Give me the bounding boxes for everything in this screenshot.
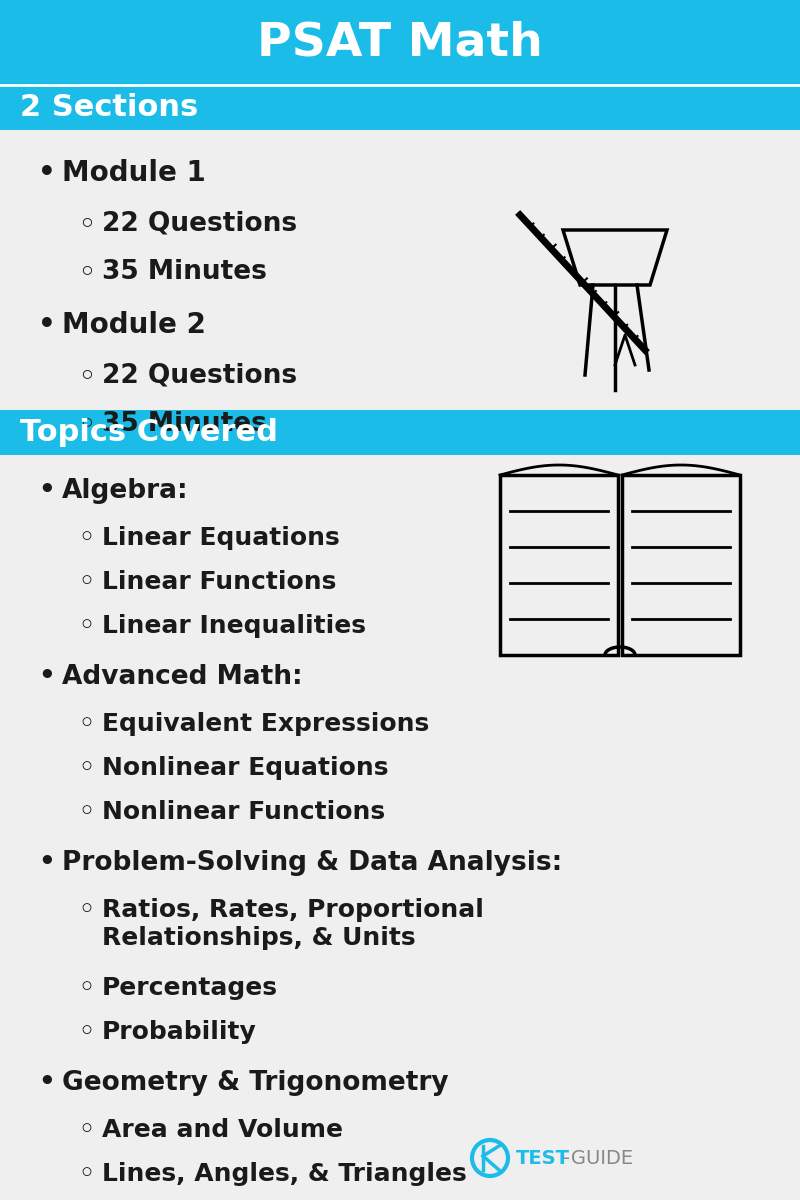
- Text: -GUIDE: -GUIDE: [563, 1148, 633, 1168]
- Text: •: •: [38, 1070, 54, 1096]
- Text: Probability: Probability: [102, 1020, 257, 1044]
- Text: ◦: ◦: [78, 756, 94, 780]
- Text: Geometry & Trigonometry: Geometry & Trigonometry: [62, 1070, 449, 1096]
- Text: TEST: TEST: [516, 1148, 570, 1168]
- Text: 35 Minutes: 35 Minutes: [102, 410, 267, 437]
- Text: 22 Questions: 22 Questions: [102, 211, 297, 236]
- Text: ◦: ◦: [78, 362, 95, 389]
- FancyBboxPatch shape: [0, 0, 800, 85]
- Text: Topics Covered: Topics Covered: [20, 418, 278, 446]
- Text: Advanced Math:: Advanced Math:: [62, 664, 302, 690]
- Text: •: •: [38, 311, 56, 338]
- Text: Percentages: Percentages: [102, 976, 278, 1000]
- Text: •: •: [38, 158, 56, 187]
- Text: ◦: ◦: [78, 1162, 94, 1186]
- Text: 35 Minutes: 35 Minutes: [102, 259, 267, 284]
- Text: 22 Questions: 22 Questions: [102, 362, 297, 389]
- FancyBboxPatch shape: [0, 130, 800, 410]
- Text: 2 Sections: 2 Sections: [20, 92, 198, 122]
- Text: ◦: ◦: [78, 614, 94, 638]
- Text: ◦: ◦: [78, 526, 94, 550]
- Text: Module 1: Module 1: [62, 158, 206, 187]
- Text: ◦: ◦: [78, 898, 94, 922]
- Text: ◦: ◦: [78, 712, 94, 736]
- Text: Ratios, Rates, Proportional
Relationships, & Units: Ratios, Rates, Proportional Relationship…: [102, 898, 484, 950]
- FancyBboxPatch shape: [0, 455, 800, 1200]
- Text: Linear Inequalities: Linear Inequalities: [102, 614, 366, 638]
- Text: •: •: [38, 478, 54, 504]
- Text: ◦: ◦: [78, 410, 95, 437]
- Text: Area and Volume: Area and Volume: [102, 1118, 343, 1142]
- Text: ◦: ◦: [78, 976, 94, 1000]
- Text: ◦: ◦: [78, 259, 95, 284]
- Text: ◦: ◦: [78, 570, 94, 594]
- Text: Nonlinear Functions: Nonlinear Functions: [102, 800, 385, 824]
- Text: Problem-Solving & Data Analysis:: Problem-Solving & Data Analysis:: [62, 850, 562, 876]
- Text: ◦: ◦: [78, 800, 94, 824]
- Text: ◦: ◦: [78, 211, 95, 236]
- FancyBboxPatch shape: [0, 410, 800, 455]
- Text: ◦: ◦: [78, 1118, 94, 1142]
- Text: Algebra:: Algebra:: [62, 478, 189, 504]
- Text: Module 2: Module 2: [62, 311, 206, 338]
- Text: ◦: ◦: [78, 1020, 94, 1044]
- Text: •: •: [38, 850, 54, 876]
- Text: Linear Equations: Linear Equations: [102, 526, 340, 550]
- Text: PSAT Math: PSAT Math: [257, 20, 543, 65]
- Text: •: •: [38, 664, 54, 690]
- Text: Equivalent Expressions: Equivalent Expressions: [102, 712, 430, 736]
- Text: Nonlinear Equations: Nonlinear Equations: [102, 756, 389, 780]
- Text: Linear Functions: Linear Functions: [102, 570, 336, 594]
- FancyBboxPatch shape: [0, 85, 800, 130]
- Text: Lines, Angles, & Triangles: Lines, Angles, & Triangles: [102, 1162, 466, 1186]
